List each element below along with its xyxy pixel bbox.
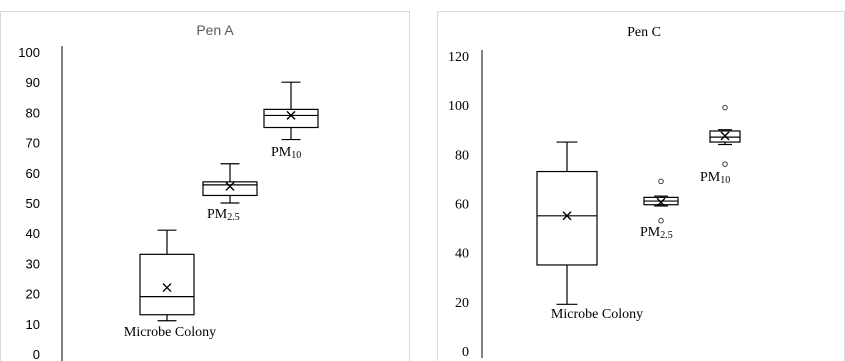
chart-pen-c: Pen C 0 20 40 60 80 100 120 Microbe Colony PM2.… [437,0,845,361]
box-iqr [202,181,258,197]
y-tick-label: 20 [26,287,40,302]
box-annotation-label: Microbe Colony [551,307,643,322]
y-tick-label: 80 [26,105,40,120]
outlier-point [658,217,664,224]
mean-marker [562,211,572,221]
y-tick-label: 10 [26,317,40,332]
box-annotation-label: PM10 [271,145,301,161]
box-plot-pm2-5 [202,163,258,204]
y-tick-label: 70 [26,136,40,151]
y-tick-label: 50 [26,196,40,211]
annotation-subscript: 10 [291,150,301,161]
chart-pen-a: Pen A 0 10 20 30 40 50 60 70 80 90 100 Microbe Col… [0,0,410,361]
box-annotation-label: PM2.5 [640,225,673,241]
y-tick-label: 90 [26,75,40,90]
chart-pen-a-svg: Pen A 0 10 20 30 40 50 60 70 80 90 100 Microbe Col… [0,11,410,361]
y-tick-label: 40 [26,226,40,241]
box-iqr [536,170,598,266]
box-iqr [139,253,195,316]
y-tick-label: 60 [455,198,469,213]
mean-marker [656,197,666,207]
annotation-main: PM [271,145,292,160]
outlier-point [722,161,728,167]
mean-marker [286,110,296,120]
annotation-subscript: 2.5 [227,212,240,223]
box-annotation-label: Microbe Colony [124,325,216,340]
annotation-subscript: 2.5 [660,230,673,241]
y-tick-label: 100 [18,45,40,60]
y-tick-label: 20 [455,296,469,311]
box-annotation-label: PM10 [700,170,730,186]
mean-marker [225,181,235,191]
annotation-main: PM [207,207,228,222]
box-plot-pm10 [263,81,319,141]
y-tick-label: 0 [462,345,469,360]
mean-marker [162,283,172,293]
outlier-point [722,104,728,111]
mean-marker [720,131,730,141]
box-annotation-label: PM2.5 [207,207,240,223]
y-tick-label: 40 [455,247,469,262]
y-tick-label: 0 [33,347,40,361]
y-tick-label: 80 [455,148,469,163]
annotation-subscript: 10 [720,175,730,186]
chart-frame [0,11,410,361]
y-tick-label: 120 [448,50,469,65]
chart-title: Pen A [196,22,234,38]
chart-title: Pen C [627,25,661,40]
box-plot-pm2-5 [643,178,679,224]
y-tick-label: 100 [448,99,469,114]
annotation-main: Microbe Colony [551,307,643,322]
box-plot-pm10 [709,104,741,167]
box-plot-microbe-colony [139,229,195,322]
y-tick-label: 30 [26,256,40,271]
box-plot-microbe-colony [536,141,598,305]
box-iqr [263,108,319,129]
annotation-main: PM [640,225,661,240]
outlier-point [658,178,664,185]
annotation-main: PM [700,170,721,185]
annotation-main: Microbe Colony [124,325,216,340]
y-tick-label: 60 [26,166,40,181]
